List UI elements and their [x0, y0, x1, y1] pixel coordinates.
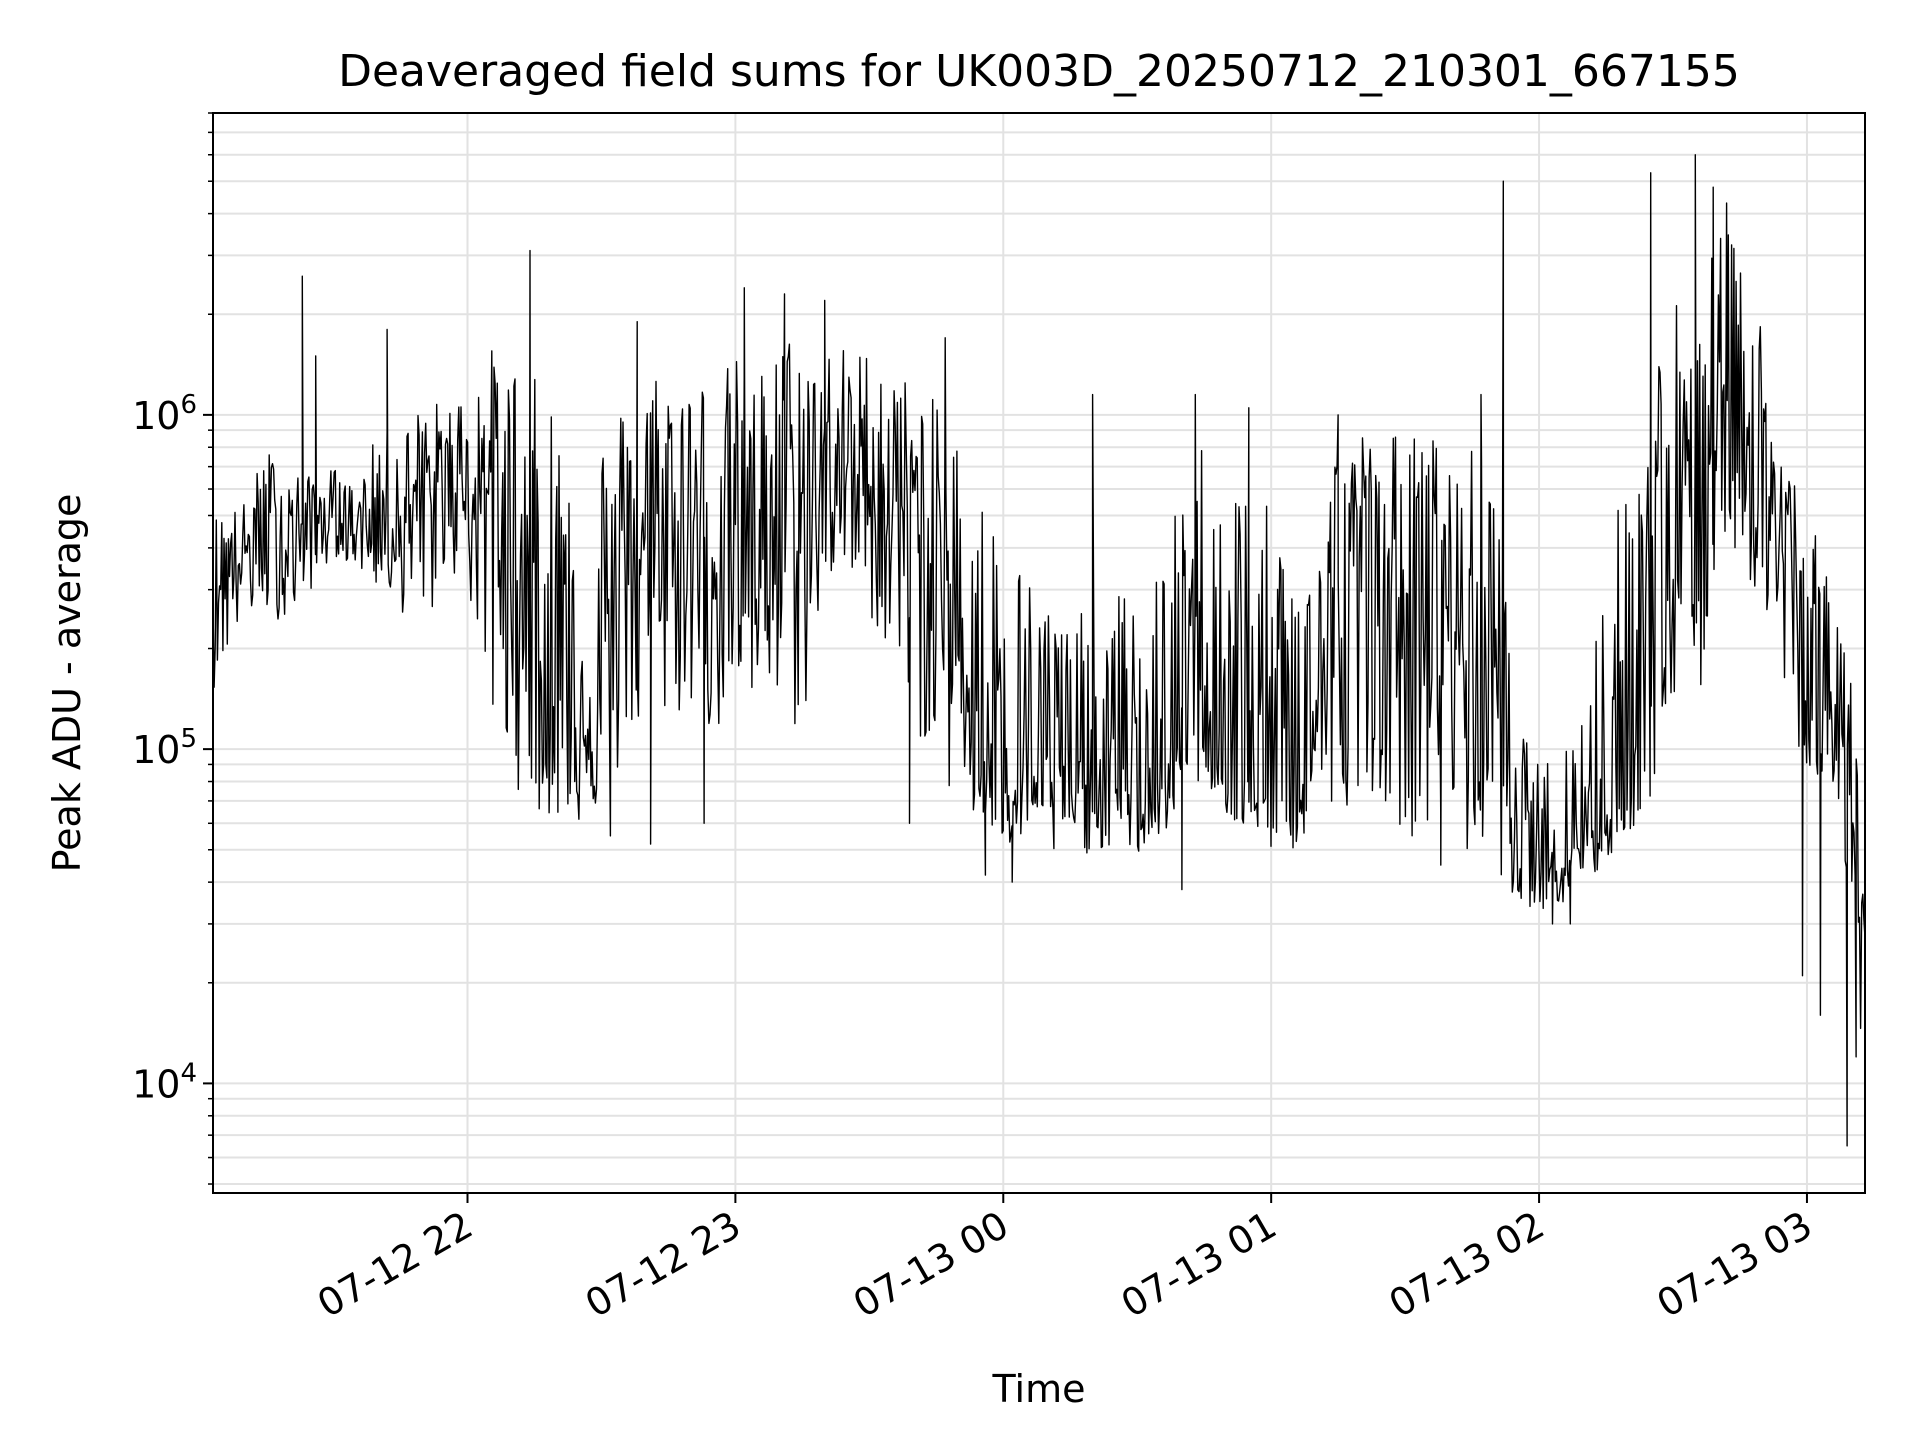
y-axis-label: Peak ADU - average: [45, 494, 89, 873]
data-layer: [212, 154, 1866, 1147]
chart-title: Deaveraged field sums for UK003D_2025071…: [338, 46, 1740, 97]
x-tick-label: 07-13 02: [1382, 1203, 1552, 1327]
y-tick-label: 106: [132, 390, 197, 438]
x-tick-label: 07-12 23: [578, 1203, 748, 1327]
x-tick-label: 07-13 00: [846, 1203, 1016, 1327]
plot-frame: [212, 112, 1866, 1194]
y-tick-label: 105: [132, 724, 197, 772]
y-tick-label: 104: [132, 1058, 197, 1106]
x-axis-label: Time: [992, 1367, 1086, 1411]
series-line-0: [212, 154, 1866, 1147]
axes-layer: 104 105 106 07-12 22 07-12 23 07-13 00 07-13 0…: [132, 112, 1819, 1327]
x-tick-label: 07-13 03: [1649, 1203, 1819, 1327]
x-tick-label: 07-13 01: [1114, 1203, 1284, 1327]
x-tick-label: 07-12 22: [310, 1203, 480, 1327]
